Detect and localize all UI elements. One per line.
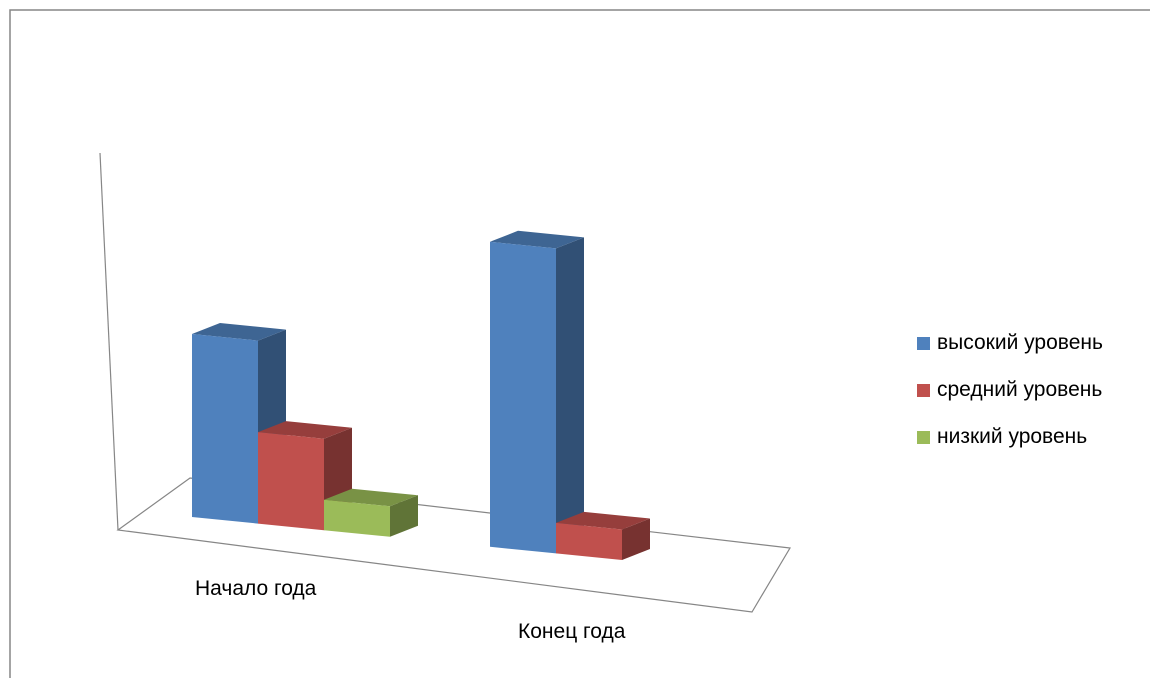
bar-top xyxy=(556,511,650,530)
legend-item-low: низкий уровень xyxy=(917,422,1103,452)
bar-top xyxy=(258,421,352,439)
bar-side xyxy=(622,518,650,560)
legend-swatch-medium xyxy=(917,383,930,397)
bar-1-0 xyxy=(490,230,584,554)
legend-item-high: высокий уровень xyxy=(917,328,1103,358)
legend-label-low: низкий уровень xyxy=(937,425,1088,448)
category-label-0: Начало года xyxy=(195,577,317,600)
bar-front xyxy=(490,241,556,554)
legend-swatch-high xyxy=(917,336,930,350)
legend-item-medium: средний уровень xyxy=(917,375,1103,405)
bar-1-1 xyxy=(556,511,650,560)
legend-swatch-low xyxy=(917,430,930,444)
category-label-1: Конец года xyxy=(518,620,626,643)
bar-0-1 xyxy=(258,421,352,531)
bar-front xyxy=(192,334,258,524)
bar-top xyxy=(490,230,584,249)
vertical-axis xyxy=(99,152,119,531)
legend-label-high: высокий уровень xyxy=(937,331,1103,354)
bar-top xyxy=(324,488,418,507)
bar-side xyxy=(556,237,584,554)
bar-front xyxy=(556,522,622,560)
floor-plane xyxy=(116,477,791,613)
bar-top xyxy=(192,323,286,341)
bar-front xyxy=(258,432,324,531)
bar-side xyxy=(390,495,418,537)
bar-front xyxy=(324,499,390,537)
bars-group xyxy=(192,230,650,560)
chart-border xyxy=(9,9,1150,678)
legend: высокий уровень средний уровень низкий у… xyxy=(917,328,1103,469)
bar-0-2 xyxy=(324,488,418,537)
legend-label-medium: средний уровень xyxy=(937,378,1103,401)
